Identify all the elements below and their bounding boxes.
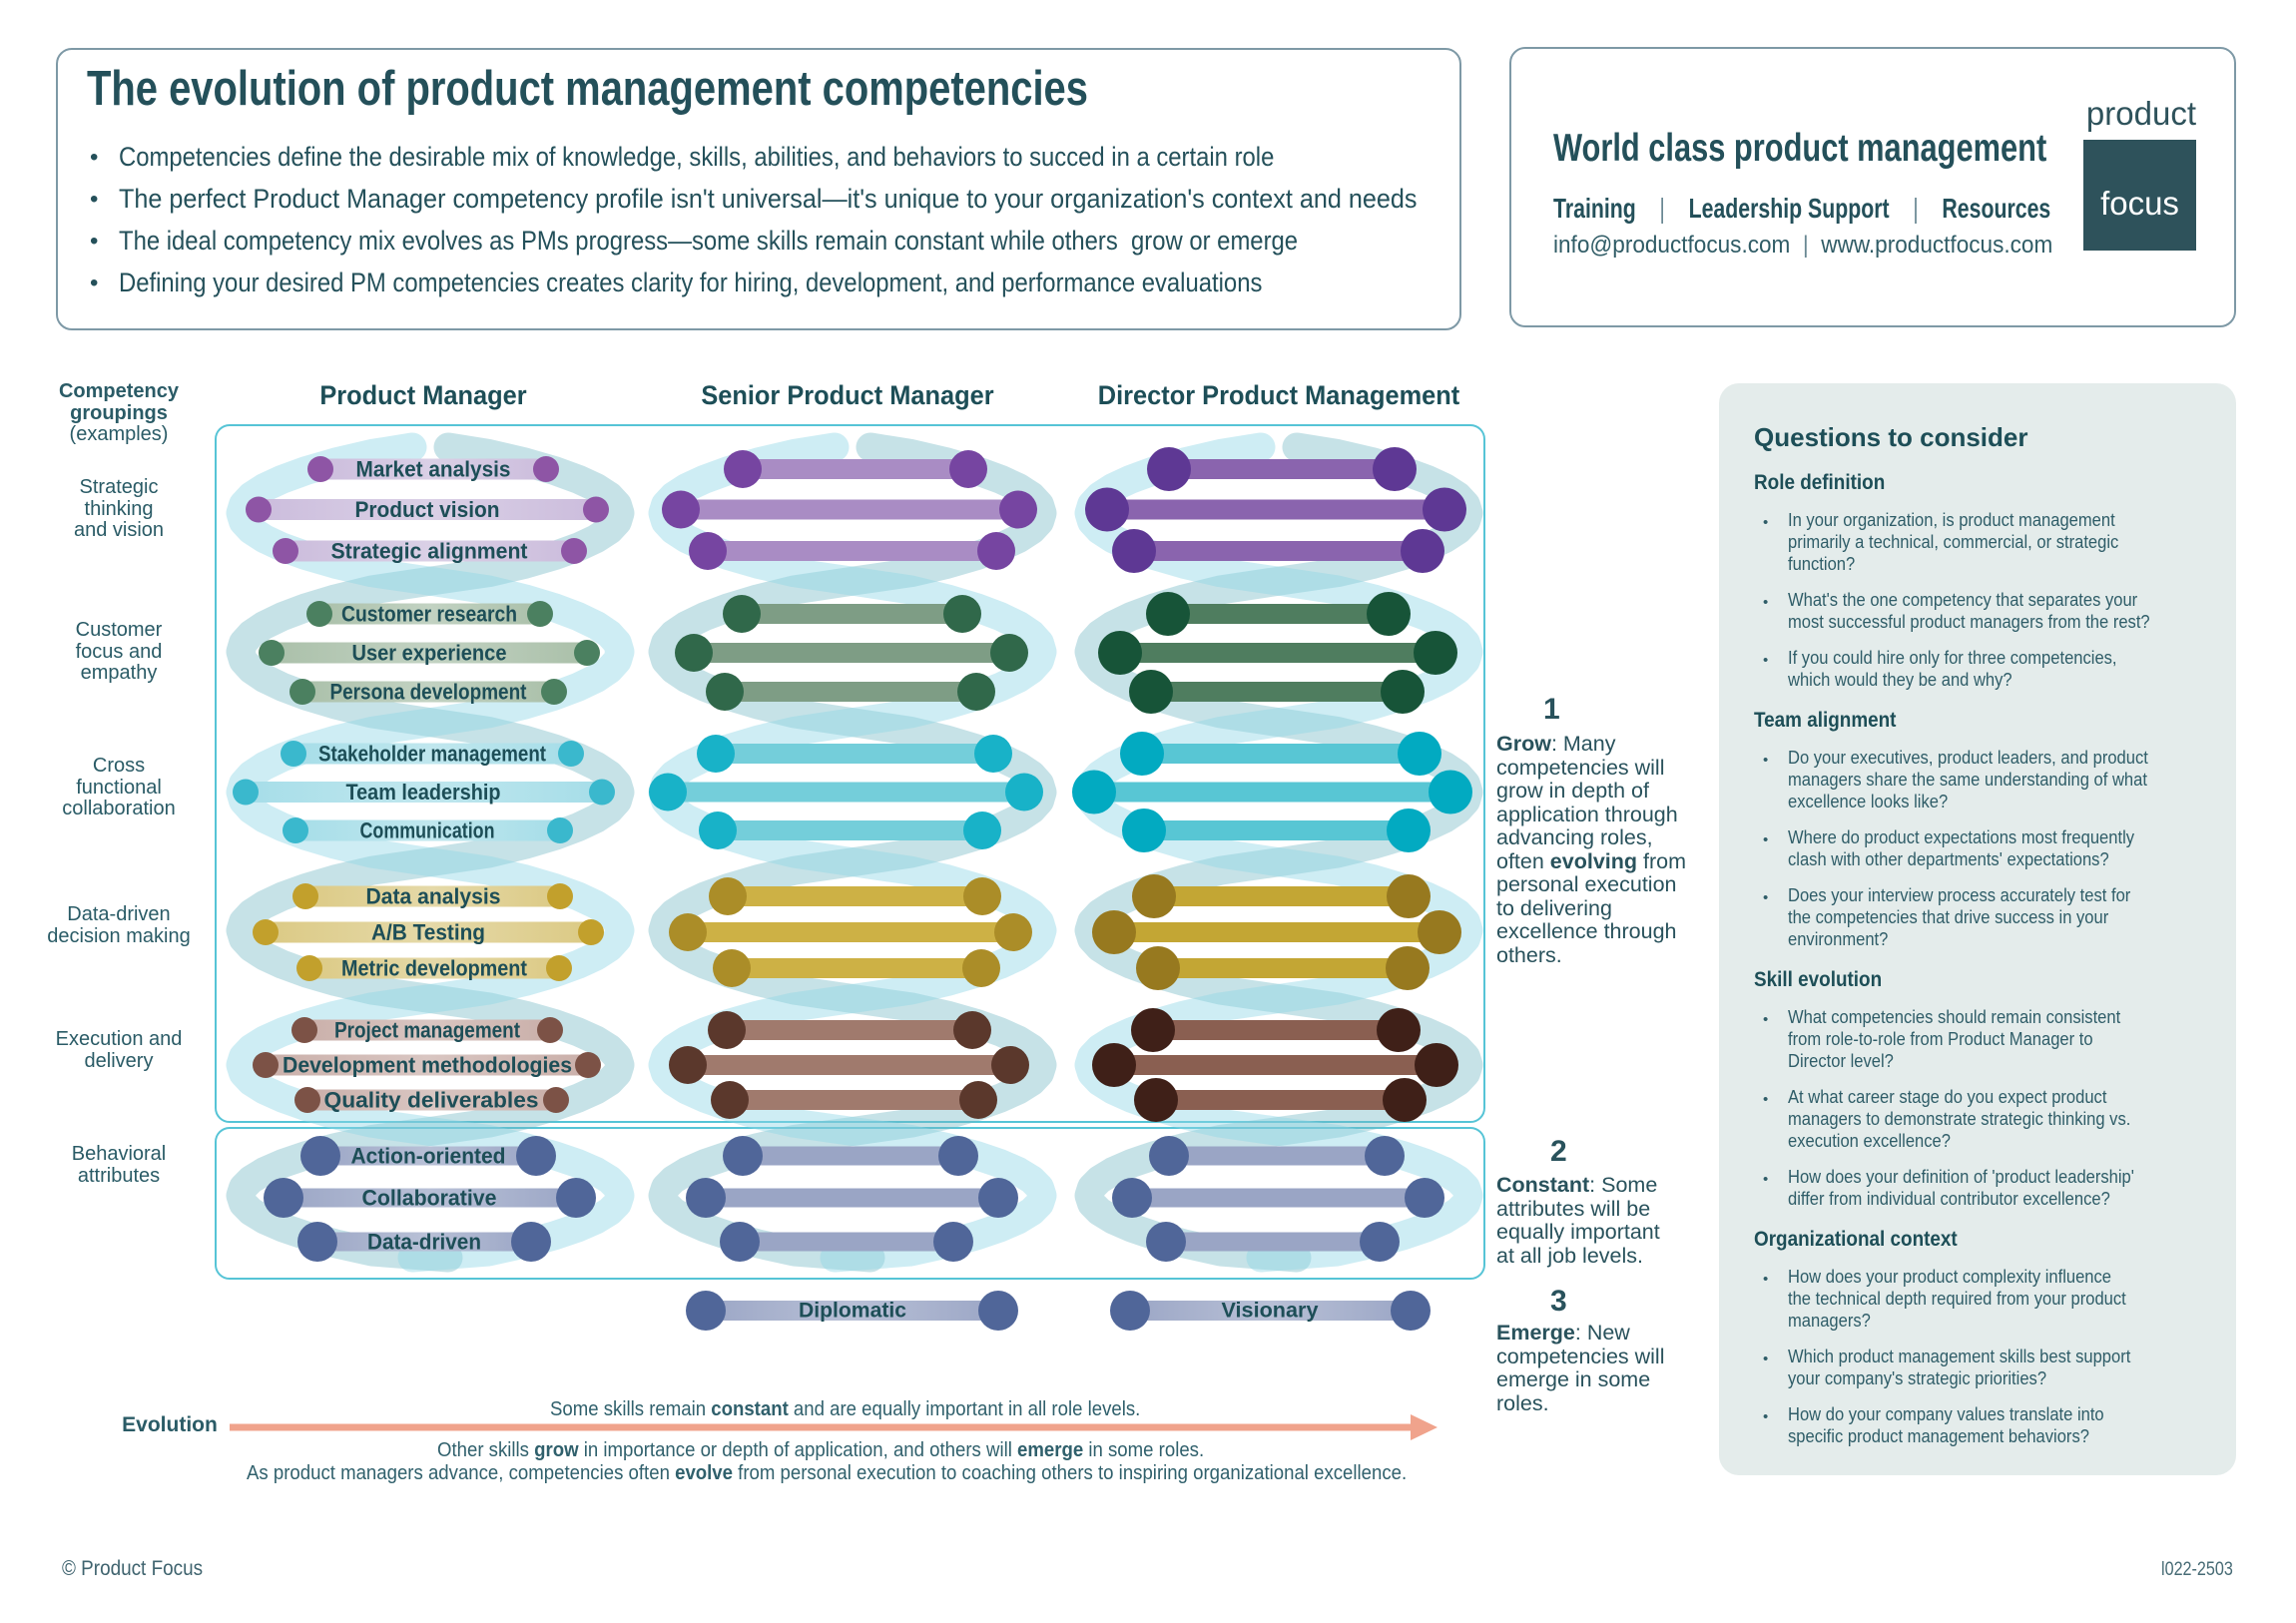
svg-text:Customer research: Customer research (341, 602, 517, 627)
svg-text:Communication: Communication (360, 818, 495, 843)
svg-text:A/B Testing: A/B Testing (371, 920, 485, 945)
svg-text:Market analysis: Market analysis (356, 457, 511, 482)
svg-text:Development methodologies: Development methodologies (283, 1053, 572, 1078)
svg-text:Data analysis: Data analysis (366, 884, 501, 909)
svg-text:Stakeholder management: Stakeholder management (318, 742, 547, 767)
svg-text:User experience: User experience (352, 641, 507, 666)
svg-text:Diplomatic: Diplomatic (799, 1300, 906, 1323)
svg-text:Persona development: Persona development (330, 680, 528, 705)
svg-text:Quality deliverables: Quality deliverables (324, 1088, 539, 1113)
svg-text:Project management: Project management (334, 1018, 521, 1043)
svg-text:Product vision: Product vision (355, 497, 500, 522)
svg-text:Action-oriented: Action-oriented (351, 1144, 506, 1169)
svg-text:Team leadership: Team leadership (346, 780, 501, 805)
svg-text:Visionary: Visionary (1222, 1300, 1319, 1323)
svg-text:Metric development: Metric development (341, 956, 528, 981)
svg-text:Collaborative: Collaborative (362, 1186, 497, 1211)
svg-text:Data-driven: Data-driven (367, 1230, 481, 1255)
svg-text:Strategic alignment: Strategic alignment (331, 539, 529, 564)
